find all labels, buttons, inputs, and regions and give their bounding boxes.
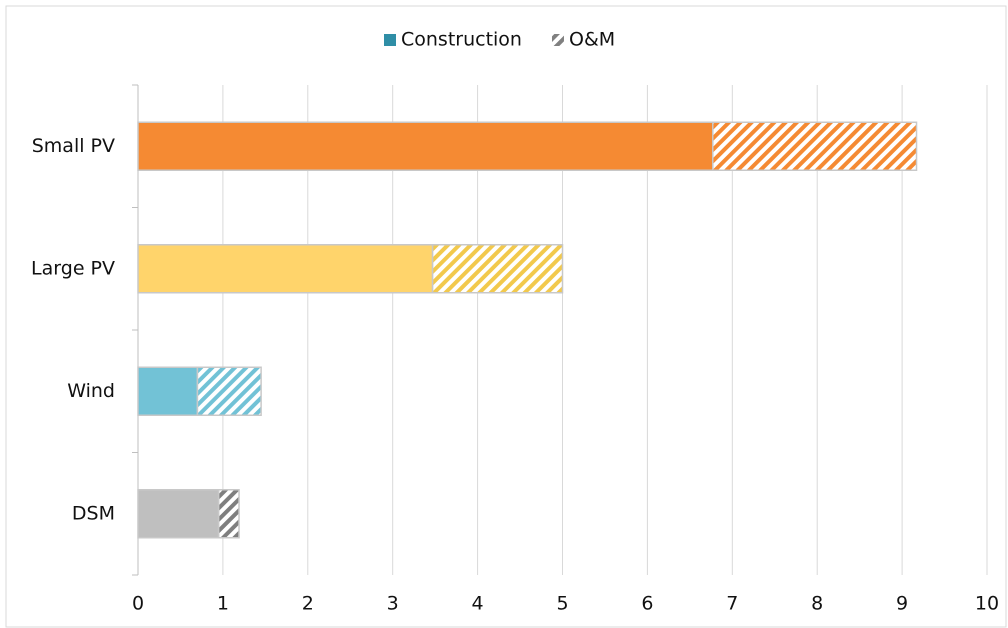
x-tick-label: 0 [132,593,144,615]
y-tick-label: Small PV [32,135,115,157]
bar-segment [431,244,564,294]
x-tick-label: 6 [641,593,653,615]
x-tick-label: 1 [217,593,229,615]
bar-segment [712,121,918,171]
bar-segment [137,121,714,171]
bar-segment [196,366,262,416]
x-tick-label: 10 [975,593,999,615]
legend-swatch [551,34,564,46]
y-tick-label: DSM [72,502,115,524]
legend-label: O&M [569,29,615,51]
bar-segment [137,489,220,539]
bar-segment [137,366,199,416]
y-tick-label: Large PV [31,257,115,279]
x-tick-label: 7 [726,593,738,615]
x-tick-label: 8 [811,593,823,615]
y-tick-label: Wind [67,380,115,402]
x-tick-label: 5 [556,593,568,615]
legend-swatch [384,34,396,46]
x-tick-label: 4 [472,593,484,615]
bar-segment [217,489,240,539]
legend-label: Construction [401,29,522,51]
x-tick-label: 2 [302,593,314,615]
bar-segment [137,244,434,294]
x-tick-label: 9 [896,593,908,615]
x-tick-label: 3 [387,593,399,615]
